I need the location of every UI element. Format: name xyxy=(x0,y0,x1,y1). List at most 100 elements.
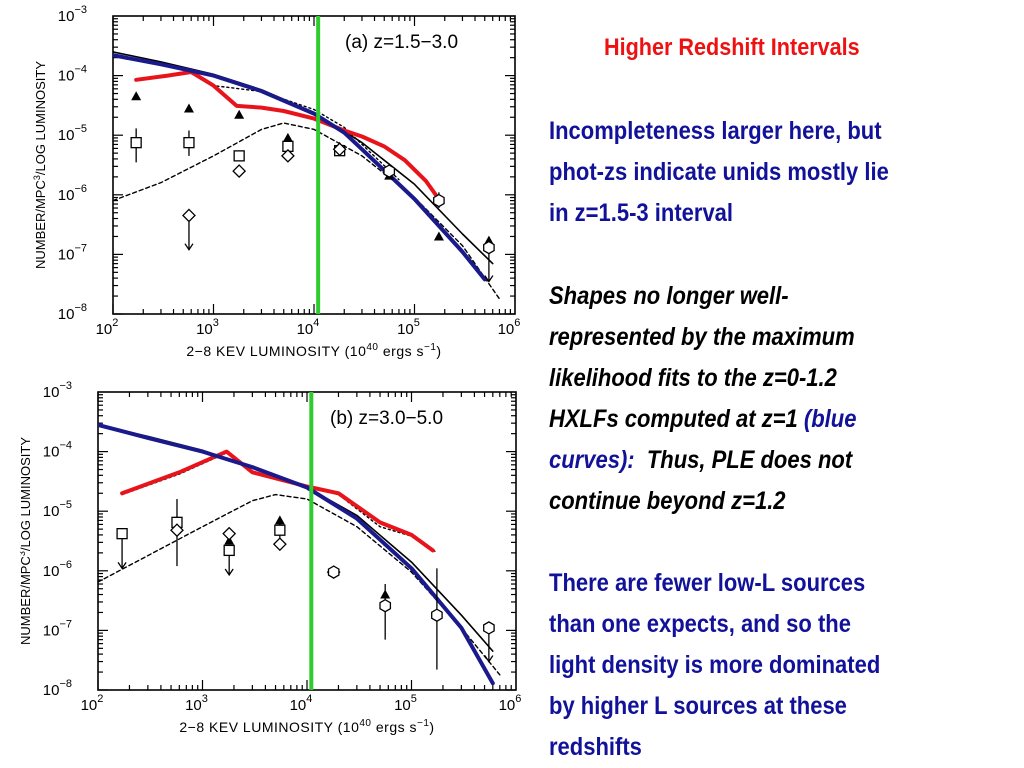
y-axis-label: NUMBER/MPC3/LOG LUMINOSITY xyxy=(20,437,33,645)
hexagon-marker xyxy=(383,164,396,178)
x-tick-label: 104 xyxy=(290,693,313,714)
hexagon-marker xyxy=(433,193,445,208)
tick-base: 10 xyxy=(43,444,60,461)
tick-base: 10 xyxy=(43,622,60,639)
y-tick-label: 10−6 xyxy=(43,559,72,580)
square-marker xyxy=(223,544,235,557)
paragraph-incompleteness: Incompleteness larger here, but phot-zs … xyxy=(549,111,963,234)
y-tick-label: 10−3 xyxy=(58,4,87,25)
text-line: in z=1.5-3 interval xyxy=(549,199,734,227)
tick-exponent: −6 xyxy=(74,183,87,195)
tick-base: 10 xyxy=(290,697,307,714)
x-axis-label-part: ergs s xyxy=(372,719,418,735)
tick-base: 10 xyxy=(81,697,98,714)
y-tick-label: 10−3 xyxy=(43,380,72,401)
tick-exponent: −4 xyxy=(74,64,87,76)
curves-group xyxy=(98,422,501,686)
x-tick-label: 106 xyxy=(498,317,521,338)
diamond-marker xyxy=(332,142,347,157)
y-tick-label: 10−7 xyxy=(58,242,87,263)
upper-limit-arrowhead xyxy=(484,655,494,663)
panel-label: (b) z=3.0−5.0 xyxy=(330,408,443,429)
hexagon-marker xyxy=(327,565,340,579)
x-axis-label-part: ) xyxy=(436,343,441,359)
tick-exponent: 3 xyxy=(202,693,208,705)
chart-panel-b: 102 103 104 105 10610−310−410−510−610−710−82… xyxy=(20,380,522,735)
square-marker xyxy=(116,528,128,540)
tick-base: 10 xyxy=(297,321,314,338)
tick-base: 10 xyxy=(498,321,515,338)
triangle-marker xyxy=(131,91,142,101)
text-line: by higher L sources at these xyxy=(549,692,847,720)
y-axis-label-sup: 3 xyxy=(32,175,42,180)
tick-exponent: −3 xyxy=(59,380,72,392)
triangle-marker xyxy=(183,103,194,113)
tick-base: 10 xyxy=(58,246,75,263)
blue-curves-note-cont: curves): xyxy=(549,446,635,474)
tick-exponent: −8 xyxy=(59,678,72,690)
y-axis-label-part: /LOG LUMINOSITY xyxy=(33,61,48,175)
upper-limit-arrowhead xyxy=(117,561,127,570)
blue-curve xyxy=(113,53,487,282)
x-tick-label: 104 xyxy=(297,317,320,338)
tick-base: 10 xyxy=(43,682,60,699)
y-tick-label: 10−8 xyxy=(43,678,72,699)
text-line: light density is more dominated xyxy=(549,651,881,679)
diamond-marker xyxy=(170,523,184,538)
square-marker xyxy=(274,524,286,536)
x-tick-label: 106 xyxy=(499,693,522,714)
x-axis-label: 2−8 KEV LUMINOSITY (1040 ergs s−1) xyxy=(179,718,434,735)
text-line: Shapes no longer well- xyxy=(549,282,789,310)
panel-label: (a) z=1.5−3.0 xyxy=(345,32,458,53)
points-group xyxy=(130,91,495,283)
diamond-marker xyxy=(222,526,237,541)
y-tick-label: 10−8 xyxy=(58,302,87,323)
x-axis-label-part: ergs s xyxy=(379,343,425,359)
diamond-marker xyxy=(280,148,295,163)
tick-base: 10 xyxy=(394,697,411,714)
plot-frame xyxy=(112,15,516,315)
triangle-marker xyxy=(282,132,293,142)
y-tick-label: 10−4 xyxy=(58,64,87,85)
slide-title: Higher Redshift Intervals xyxy=(604,34,860,61)
dashed-curve xyxy=(113,122,501,300)
paragraph-fewer-low-l: There are fewer low-L sources than one e… xyxy=(549,563,963,768)
square-marker xyxy=(130,136,142,149)
tick-exponent: 2 xyxy=(97,693,103,705)
text-segment: HXLFs computed at z=1 xyxy=(549,405,804,433)
tick-base: 10 xyxy=(58,187,75,204)
x-tick-label: 102 xyxy=(96,317,119,338)
triangle-marker xyxy=(433,231,444,241)
tick-exponent: −7 xyxy=(59,618,72,630)
tick-exponent: −7 xyxy=(74,242,87,254)
tick-exponent: 3 xyxy=(213,317,219,329)
diamond-marker xyxy=(182,208,196,223)
tick-base: 10 xyxy=(58,306,75,323)
text-line: continue beyond z=1.2 xyxy=(549,487,786,515)
x-axis-label-sup: −1 xyxy=(424,342,436,353)
text-line: HXLFs computed at z=1 (blue xyxy=(549,399,963,440)
tick-exponent: 6 xyxy=(515,693,521,705)
tick-exponent: −3 xyxy=(74,4,87,16)
upper-limit-arrowhead xyxy=(224,568,234,577)
tick-base: 10 xyxy=(43,503,60,520)
text-line: likelihood fits to the z=0-1.2 xyxy=(549,364,837,392)
y-tick-label: 10−7 xyxy=(43,618,72,639)
text-line: phot-zs indicate unids mostly lie xyxy=(549,158,889,186)
black-curve xyxy=(113,51,494,265)
tick-base: 10 xyxy=(185,697,202,714)
blue-curve xyxy=(98,422,495,686)
tick-exponent: −5 xyxy=(59,499,72,511)
hexagon-marker xyxy=(483,240,495,255)
y-tick-label: 10−4 xyxy=(43,440,72,461)
text-line: than one expects, and so the xyxy=(549,610,851,638)
y-tick-label: 10−5 xyxy=(43,499,72,520)
square-marker xyxy=(233,150,245,162)
text-line: redshifts xyxy=(549,733,642,761)
tick-exponent: −5 xyxy=(74,123,87,135)
upper-limit-arrowhead xyxy=(184,243,194,251)
dashed-curve xyxy=(98,493,501,676)
tick-exponent: 5 xyxy=(414,317,420,329)
x-tick-label: 103 xyxy=(196,317,219,338)
x-tick-label: 105 xyxy=(397,317,420,338)
